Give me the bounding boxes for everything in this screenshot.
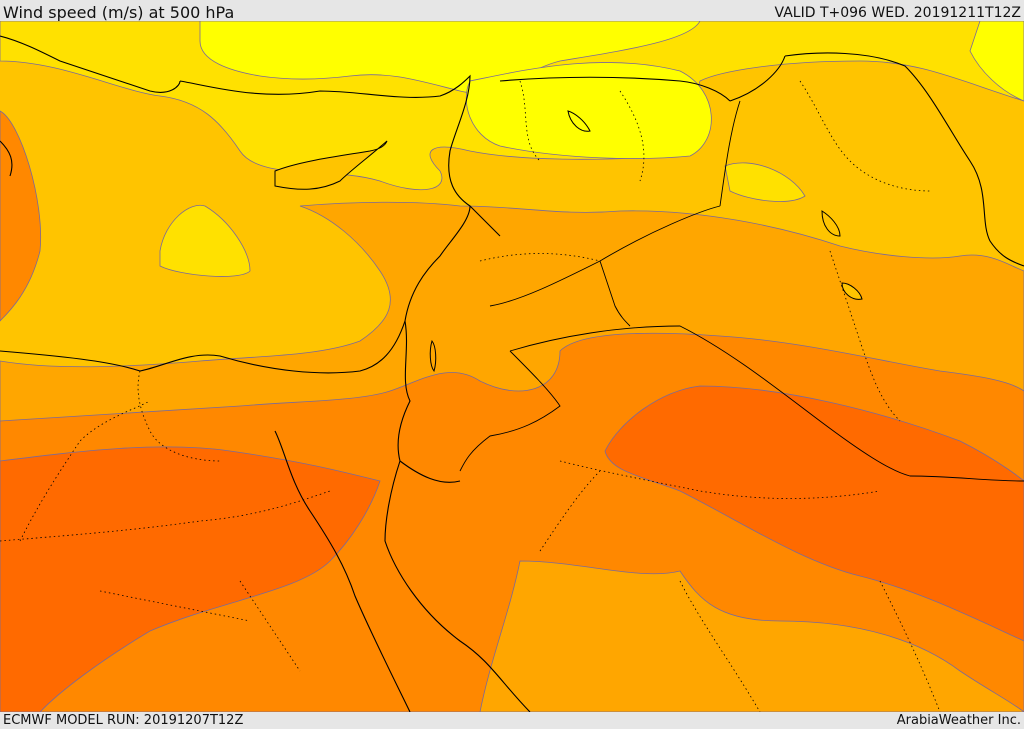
map-footer: ECMWF MODEL RUN: 20191207T12Z ArabiaWeat… (0, 712, 1024, 729)
island-cyprus (274, 140, 388, 190)
coastlines (0, 35, 1024, 712)
band-orange-west (0, 110, 42, 322)
model-run-label: ECMWF MODEL RUN: 20191207T12Z (3, 713, 244, 728)
band-yellow (199, 21, 701, 94)
credit-label: ArabiaWeather Inc. (896, 713, 1021, 728)
lake-north (567, 110, 591, 132)
lake-east (821, 210, 841, 237)
band-red-sw (0, 446, 381, 712)
valid-time: VALID T+096 WED. 20191211T12Z (774, 5, 1021, 21)
band-red-east (604, 385, 1024, 642)
lake-east-2 (841, 282, 863, 300)
map-title: Wind speed (m/s) at 500 hPa (3, 3, 235, 22)
band-light-patch (159, 204, 251, 277)
political-borders (459, 100, 1024, 482)
lake (429, 339, 437, 373)
band-light-patch-2 (724, 162, 806, 202)
weather-map (0, 21, 1024, 712)
band-orange-south (479, 560, 1024, 712)
wind-speed-map (0, 21, 1024, 712)
map-header: Wind speed (m/s) at 500 hPa VALID T+096 … (0, 0, 1024, 22)
province-boundaries (0, 80, 941, 712)
